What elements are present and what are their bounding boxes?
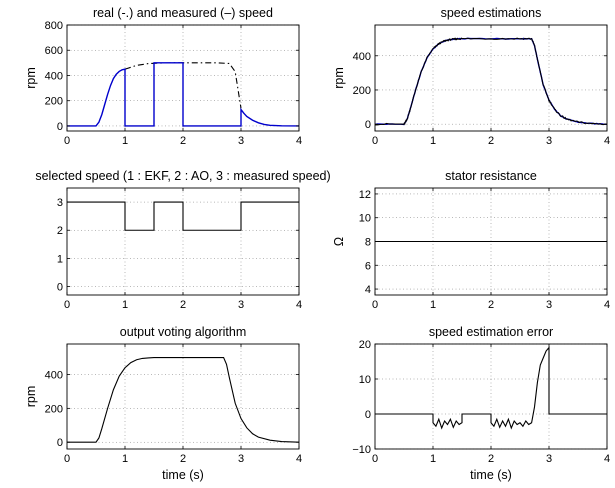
x-tick-label: 3: [546, 135, 552, 147]
x-tick-label: 4: [296, 453, 302, 465]
y-tick-label: 800: [45, 20, 63, 32]
y-tick-label: 0: [365, 409, 371, 421]
chart-title: output voting algorithm: [120, 325, 246, 339]
y-tick-label: 200: [353, 85, 371, 97]
y-tick-label: 20: [359, 339, 371, 351]
y-tick-label: 200: [45, 96, 63, 108]
y-tick-label: 0: [365, 119, 371, 131]
x-tick-label: 4: [604, 299, 610, 311]
chart-panel-5: 0 1 2 3 4 0 200 400 output voting algorithm rpm ti…: [24, 325, 302, 482]
x-tick-label: 1: [122, 135, 128, 147]
y-tick-label: 400: [45, 369, 63, 381]
series-line-1: [67, 201, 299, 231]
y-tick-label: 8: [365, 237, 371, 249]
chart-panel-3: 0 1 2 3 4 0 1 2 3 selected speed (1 : EKF, 2 : AO…: [35, 169, 330, 311]
x-tick-label: 2: [488, 453, 494, 465]
chart-title: real (-.) and measured (–) speed: [93, 6, 273, 20]
x-tick-label: 4: [296, 299, 302, 311]
y-tick-label: 10: [359, 213, 371, 225]
x-tick-label: 2: [180, 299, 186, 311]
chart-panel-2: 0 1 2 3 4 0 200 400 speed estimations rpm: [332, 6, 610, 147]
x-tick-label: 4: [296, 135, 302, 147]
x-tick-label: 2: [180, 135, 186, 147]
x-tick-label: 0: [372, 453, 378, 465]
x-tick-label: 3: [238, 135, 244, 147]
y-tick-label: 12: [359, 189, 371, 201]
x-tick-label: 2: [488, 135, 494, 147]
x-tick-label: 1: [430, 299, 436, 311]
x-tick-label: 0: [64, 299, 70, 311]
chart-title: stator resistance: [445, 169, 537, 183]
series-line-1: [375, 345, 607, 430]
x-tick-label: 3: [546, 299, 552, 311]
x-tick-label: 2: [180, 453, 186, 465]
y-tick-label: 0: [57, 437, 63, 449]
y-axis-label: rpm: [24, 386, 38, 408]
series-line-1: [67, 357, 299, 443]
y-tick-label: 0: [57, 282, 63, 294]
x-tick-label: 4: [604, 135, 610, 147]
x-tick-label: 3: [238, 299, 244, 311]
chart-panel-1: 0 1 2 3 4 0 200 400 600 800 real (-.) and measured…: [24, 6, 302, 147]
x-tick-label: 1: [430, 453, 436, 465]
y-tick-label: 200: [45, 403, 63, 415]
y-tick-label: 2: [57, 225, 63, 237]
y-tick-label: 1: [57, 253, 63, 265]
x-tick-label: 0: [372, 135, 378, 147]
y-tick-label: 400: [45, 70, 63, 82]
series-line-2: [67, 62, 299, 127]
chart-title: speed estimation error: [429, 325, 553, 339]
y-tick-label: 3: [57, 197, 63, 209]
y-tick-label: 400: [353, 51, 371, 63]
x-tick-label: 0: [64, 135, 70, 147]
x-tick-label: 1: [122, 453, 128, 465]
x-tick-label: 0: [372, 299, 378, 311]
y-axis-label: Ω: [332, 237, 346, 246]
x-tick-label: 4: [604, 453, 610, 465]
x-tick-label: 3: [546, 453, 552, 465]
x-tick-label: 0: [64, 453, 70, 465]
y-tick-label: −10: [352, 444, 371, 456]
x-tick-label: 2: [488, 299, 494, 311]
x-tick-label: 3: [238, 453, 244, 465]
y-tick-label: 0: [57, 121, 63, 133]
y-axis-label: rpm: [24, 67, 38, 89]
x-tick-label: 1: [122, 299, 128, 311]
series-line-2: [375, 37, 607, 126]
chart-title: speed estimations: [441, 6, 542, 20]
y-tick-label: 10: [359, 374, 371, 386]
x-axis-label: time (s): [162, 468, 204, 482]
y-tick-label: 6: [365, 260, 371, 272]
y-tick-label: 4: [365, 284, 371, 296]
y-axis-label: rpm: [332, 67, 346, 89]
x-tick-label: 1: [430, 135, 436, 147]
y-tick-label: 600: [45, 45, 63, 57]
x-axis-label: time (s): [470, 468, 512, 482]
chart-title: selected speed (1 : EKF, 2 : AO, 3 : mea…: [35, 169, 330, 183]
